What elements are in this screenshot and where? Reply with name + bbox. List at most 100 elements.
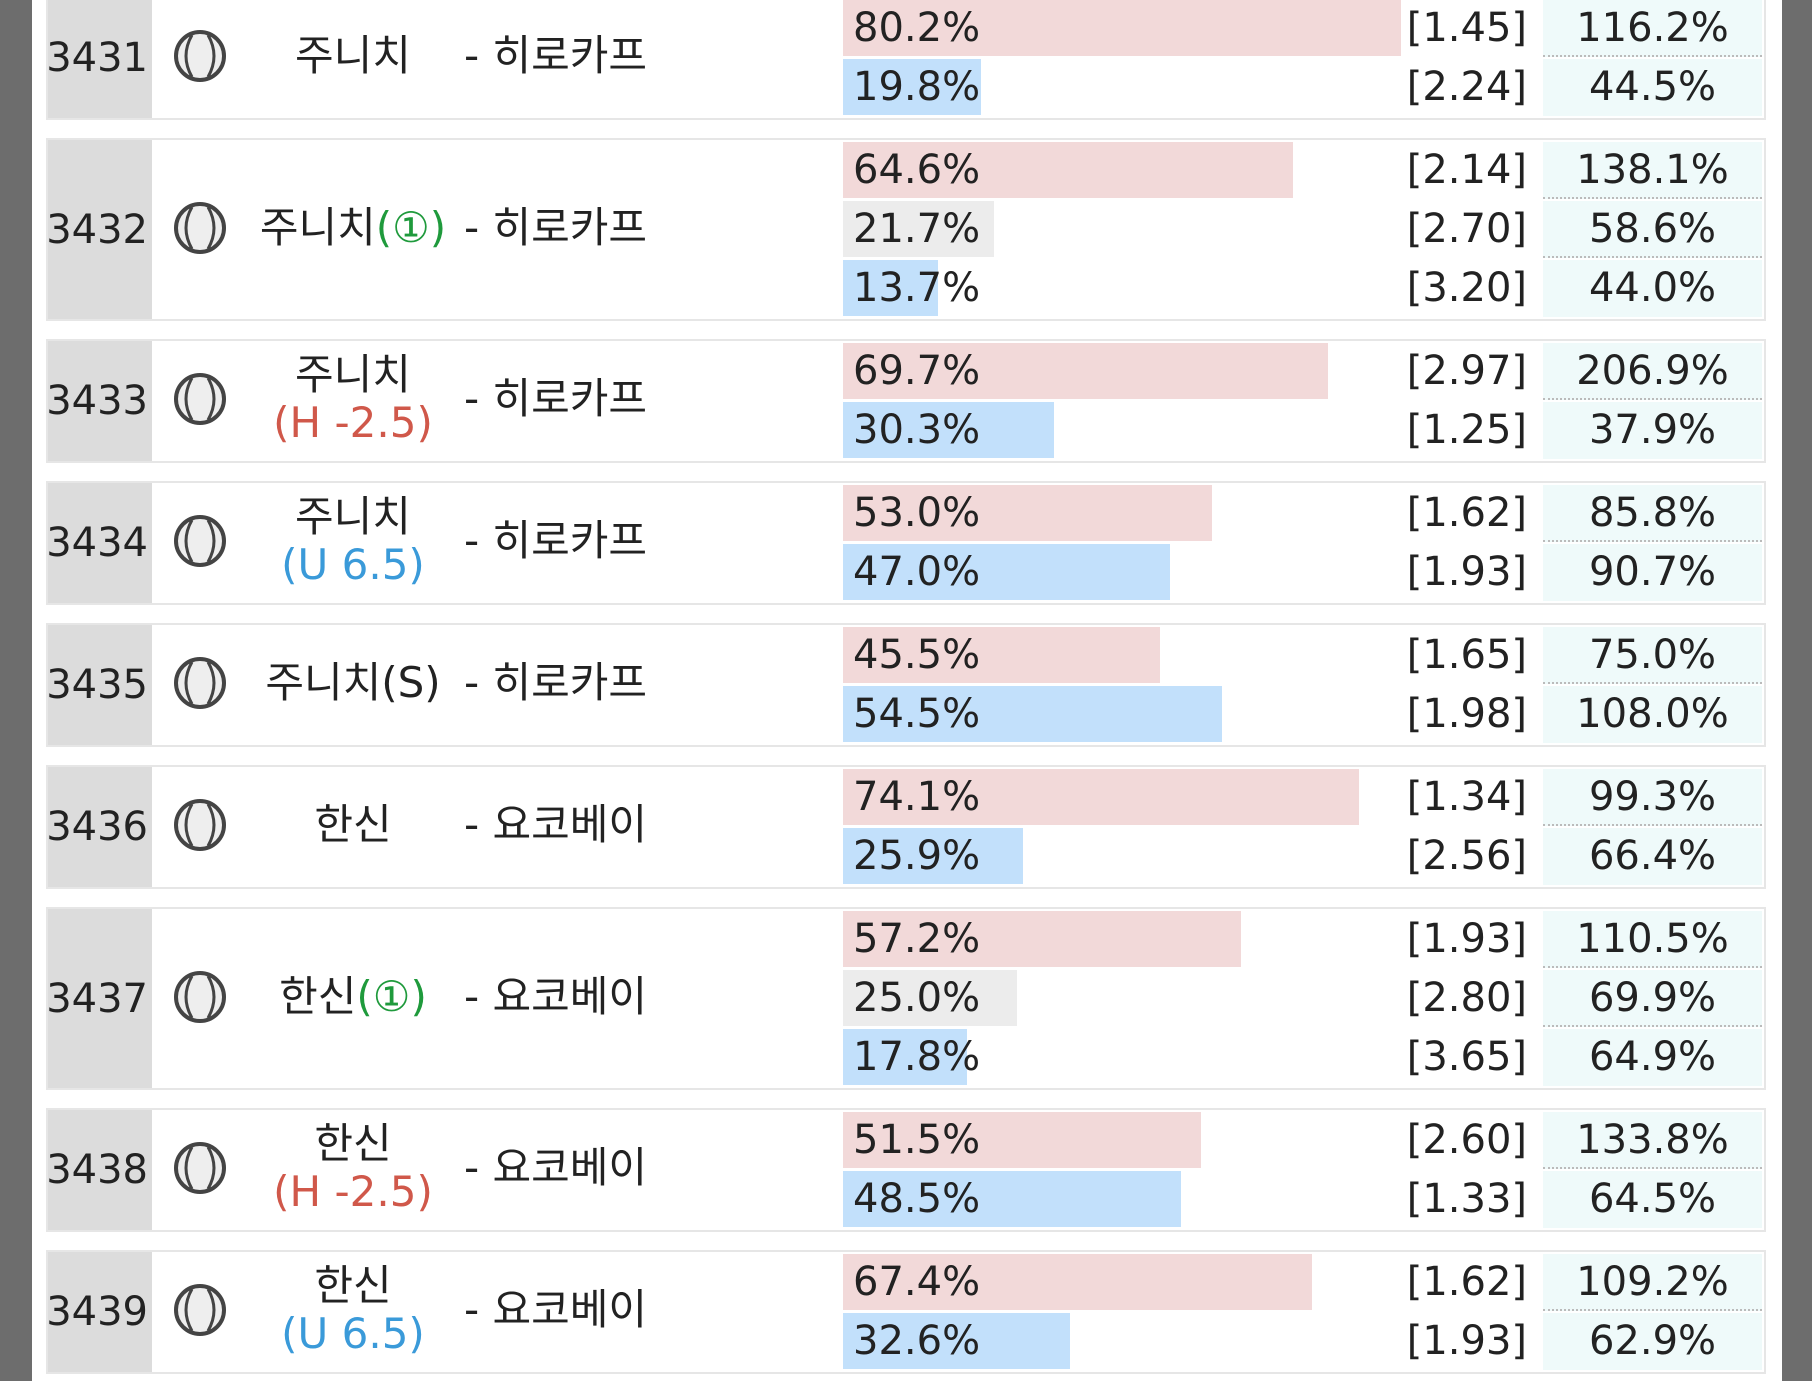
game-row: 3437 한신(①) - 요코베이 57.2% [1.93] 110.5% 25.0% [2.… bbox=[46, 907, 1766, 1090]
baseball-icon bbox=[174, 201, 226, 254]
pick-percent: 30.3% bbox=[853, 407, 981, 453]
home-note: (①) bbox=[356, 971, 427, 1021]
pick-percent: 51.5% bbox=[853, 1117, 981, 1163]
pick-percent: 48.5% bbox=[853, 1176, 981, 1222]
home-name: 한신 bbox=[279, 971, 357, 1021]
baseball-icon bbox=[174, 657, 226, 709]
home-name: 한신 bbox=[314, 1119, 392, 1168]
bet-list: 3431 주니치 - 히로카프 80.2% [1.45] 116.2% 19.8% [2.24… bbox=[32, 0, 1782, 1381]
game-row: 3434 주니치 (U 6.5) - 히로카프 53.0% [1.62] 85.8% 47.0… bbox=[46, 481, 1766, 605]
game-row: 3431 주니치 - 히로카프 80.2% [1.45] 116.2% 19.8% [2.24… bbox=[46, 0, 1766, 120]
baseball-icon bbox=[174, 1142, 226, 1194]
pick-percent: 47.0% bbox=[853, 549, 981, 595]
odds: [2.70] bbox=[1406, 206, 1527, 252]
away-team: - 요코베이 bbox=[464, 1285, 648, 1334]
pct-bar bbox=[843, 485, 1212, 541]
outcome-line: 25.9% [2.56] bbox=[843, 828, 1539, 884]
outcome-line: 32.6% [1.93] bbox=[843, 1313, 1539, 1369]
game-id: 3435 bbox=[46, 625, 152, 745]
game-row: 3436 한신 - 요코베이 74.1% [1.34] 99.3% 25.9% [2.56] 6… bbox=[46, 765, 1766, 889]
pick-percent: 45.5% bbox=[853, 632, 981, 678]
home-name: 주니치 bbox=[295, 492, 411, 541]
pick-percent: 13.7% bbox=[853, 265, 981, 311]
return-percent: 133.8% bbox=[1543, 1112, 1762, 1169]
home-name: 주니치 bbox=[295, 31, 411, 80]
home-name: 한신 bbox=[314, 1261, 392, 1310]
home-team: 주니치 (H -2.5) bbox=[248, 351, 458, 447]
odds: [1.62] bbox=[1406, 1259, 1527, 1305]
pct-bar bbox=[843, 686, 1223, 742]
away-team: - 요코베이 bbox=[464, 971, 648, 1021]
return-percent: 116.2% bbox=[1543, 0, 1762, 57]
odds: [1.93] bbox=[1406, 549, 1527, 595]
away-team: - 요코베이 bbox=[464, 1143, 648, 1192]
return-percent: 44.5% bbox=[1543, 59, 1762, 116]
outcome-line: 19.8% [2.24] bbox=[843, 59, 1539, 115]
baseball-icon bbox=[174, 970, 226, 1023]
return-percent: 110.5% bbox=[1543, 911, 1762, 968]
outcome-line: 53.0% [1.62] bbox=[843, 485, 1539, 541]
home-name: 주니치(S) bbox=[265, 658, 441, 707]
outcome-line: 45.5% [1.65] bbox=[843, 627, 1539, 683]
game-id: 3438 bbox=[46, 1110, 152, 1230]
home-note: (H -2.5) bbox=[273, 398, 433, 447]
outcome-line: 48.5% [1.33] bbox=[843, 1171, 1539, 1227]
pct-bar bbox=[843, 769, 1359, 825]
home-team: 한신 bbox=[248, 801, 458, 849]
game-id: 3434 bbox=[46, 483, 152, 603]
baseball-icon bbox=[174, 1284, 226, 1336]
odds: [1.62] bbox=[1406, 490, 1527, 536]
away-team: - 히로카프 bbox=[464, 31, 648, 80]
pct-bar bbox=[843, 970, 1017, 1026]
pick-percent: 32.6% bbox=[853, 1318, 981, 1364]
pick-percent: 25.0% bbox=[853, 975, 981, 1021]
pct-bar bbox=[843, 828, 1024, 884]
game-id: 3439 bbox=[46, 1252, 152, 1372]
outcome-line: 30.3% [1.25] bbox=[843, 402, 1539, 458]
pct-bar bbox=[843, 1254, 1313, 1310]
baseball-icon bbox=[174, 373, 226, 425]
home-team: 한신(①) bbox=[248, 971, 458, 1021]
home-name: 주니치 bbox=[295, 350, 411, 399]
pct-bar bbox=[843, 627, 1160, 683]
outcome-line: 67.4% [1.62] bbox=[843, 1254, 1539, 1310]
odds: [2.60] bbox=[1406, 1117, 1527, 1163]
away-team: - 히로카프 bbox=[464, 658, 648, 707]
away-team: - 히로카프 bbox=[464, 374, 648, 423]
return-percent: 64.5% bbox=[1543, 1171, 1762, 1228]
pick-percent: 67.4% bbox=[853, 1259, 981, 1305]
return-percent: 85.8% bbox=[1543, 485, 1762, 542]
game-row: 3433 주니치 (H -2.5) - 히로카프 69.7% [2.97] 206.9% 30… bbox=[46, 339, 1766, 463]
pct-bar bbox=[843, 544, 1171, 600]
game-id: 3433 bbox=[46, 341, 152, 461]
return-percent: 108.0% bbox=[1543, 686, 1762, 743]
game-row: 3438 한신 (H -2.5) - 요코베이 51.5% [2.60] 133.8% 48.… bbox=[46, 1108, 1766, 1232]
pct-bar bbox=[843, 911, 1242, 967]
outcome-line: 80.2% [1.45] bbox=[843, 0, 1539, 56]
outcome-line: 54.5% [1.98] bbox=[843, 686, 1539, 742]
home-team: 한신 (H -2.5) bbox=[248, 1120, 458, 1216]
return-percent: 99.3% bbox=[1543, 769, 1762, 826]
pick-percent: 74.1% bbox=[853, 774, 981, 820]
odds: [2.56] bbox=[1406, 833, 1527, 879]
home-name: 한신 bbox=[314, 800, 392, 849]
return-percent: 90.7% bbox=[1543, 544, 1762, 601]
odds: [1.45] bbox=[1406, 5, 1527, 51]
away-team: - 히로카프 bbox=[464, 516, 648, 565]
pct-bar bbox=[843, 1029, 967, 1085]
game-id: 3431 bbox=[46, 0, 152, 118]
odds: [2.14] bbox=[1406, 147, 1527, 193]
home-note: (H -2.5) bbox=[273, 1167, 433, 1216]
outcome-line: 21.7% [2.70] bbox=[843, 201, 1539, 257]
odds: [2.97] bbox=[1406, 348, 1527, 394]
pick-percent: 19.8% bbox=[853, 64, 981, 110]
return-percent: 44.0% bbox=[1543, 260, 1762, 317]
game-row: 3439 한신 (U 6.5) - 요코베이 67.4% [1.62] 109.2% 32.6… bbox=[46, 1250, 1766, 1374]
outcome-line: 17.8% [3.65] bbox=[843, 1029, 1539, 1085]
baseball-icon bbox=[174, 30, 226, 82]
game-row: 3435 주니치(S) - 히로카프 45.5% [1.65] 75.0% 54.5% [1.… bbox=[46, 623, 1766, 747]
pick-percent: 25.9% bbox=[853, 833, 981, 879]
outcome-line: 25.0% [2.80] bbox=[843, 970, 1539, 1026]
outcome-line: 74.1% [1.34] bbox=[843, 769, 1539, 825]
